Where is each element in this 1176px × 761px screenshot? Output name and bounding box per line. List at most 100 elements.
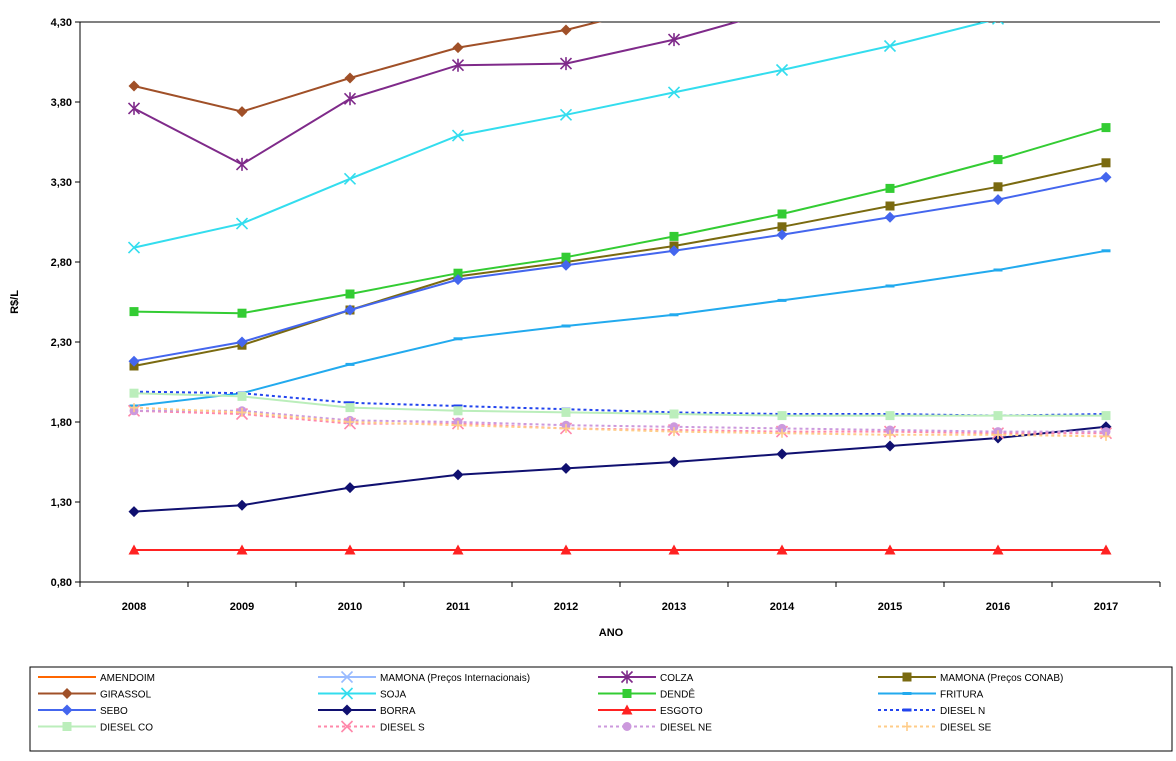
marker-diamond (992, 194, 1004, 206)
marker-diamond (344, 304, 356, 316)
legend-label: COLZA (660, 673, 694, 684)
marker-diamond (344, 482, 356, 494)
marker-square (237, 391, 247, 401)
marker-plus (885, 430, 895, 440)
legend-item: GIRASSOL (38, 688, 152, 701)
axes: 0,80 1,30 1,80 2,30 2,80 3,30 3,80 4,30 2008 2009… (51, 17, 1161, 613)
marker-plus (777, 428, 787, 438)
legend-label: DIESEL SE (940, 723, 992, 734)
marker-x (127, 241, 141, 254)
x-tick-label: 2013 (662, 601, 686, 613)
x-tick-label: 2014 (770, 601, 795, 613)
y-tick-label: 3,30 (51, 177, 72, 189)
marker-diamond (344, 72, 356, 84)
marker-x (340, 720, 354, 733)
marker-diamond (128, 80, 140, 92)
x-tick-label: 2009 (230, 601, 254, 613)
marker-plus (902, 722, 912, 731)
legend-item: DIESEL N (878, 706, 985, 717)
y-tick-label: 2,30 (51, 337, 72, 349)
marker-diamond (884, 440, 896, 452)
legend-label: MAMONA (Preços Internacionais) (380, 673, 530, 684)
marker-square (1101, 411, 1111, 421)
marker-diamond (128, 506, 140, 518)
series-girassol (128, 22, 602, 118)
marker-triangle (1100, 544, 1112, 555)
y-tick-label: 0,80 (51, 577, 72, 589)
marker-diamond (236, 106, 248, 118)
marker-star (667, 33, 681, 47)
marker-star (451, 58, 465, 72)
series-mamona-pre-os-conab- (129, 158, 1111, 371)
marker-circle (622, 722, 632, 731)
series-esgoto (128, 544, 1112, 555)
marker-square (237, 308, 247, 318)
legend-label: FRITURA (940, 690, 984, 701)
marker-square (1101, 123, 1111, 133)
series-colza (127, 22, 741, 171)
marker-x (559, 108, 573, 121)
marker-square (453, 406, 463, 416)
marker-diamond (560, 259, 572, 271)
marker-x (775, 63, 789, 77)
marker-x (340, 670, 354, 684)
marker-triangle (776, 544, 788, 555)
marker-x (667, 86, 681, 99)
y-tick-label: 2,80 (51, 257, 72, 269)
marker-x (343, 172, 357, 185)
marker-triangle (668, 544, 680, 555)
marker-square (902, 672, 912, 682)
series-line (133, 126, 1107, 315)
x-axis-title: ANO (599, 627, 624, 639)
series-line (133, 392, 1106, 417)
marker-diamond (776, 229, 788, 241)
marker-plus (237, 407, 247, 417)
legend-label: AMENDOIM (100, 673, 155, 684)
marker-x (235, 217, 249, 230)
marker-diamond (61, 688, 73, 699)
legend-item: DIESEL S (318, 720, 425, 734)
series-line (133, 22, 602, 113)
marker-star (343, 92, 357, 106)
marker-triangle (560, 544, 572, 555)
marker-triangle (236, 544, 248, 555)
marker-square (777, 411, 787, 421)
marker-diamond (452, 42, 464, 54)
marker-square (993, 182, 1003, 192)
marker-x (883, 39, 897, 53)
series-sebo (128, 171, 1112, 367)
marker-square (622, 689, 632, 698)
legend-item: ESGOTO (598, 704, 703, 717)
marker-square (345, 289, 355, 299)
series-diesel-n (129, 390, 1111, 418)
marker-circle (777, 423, 787, 433)
legend-item: SEBO (38, 704, 128, 717)
marker-plus (453, 420, 463, 430)
series-line (133, 249, 1107, 407)
x-tick-label: 2010 (338, 601, 362, 613)
marker-x (451, 129, 465, 142)
marker-square (777, 209, 787, 219)
x-tick-label: 2015 (878, 601, 902, 613)
marker-star (235, 157, 249, 171)
marker-square (669, 231, 679, 241)
marker-diamond (341, 704, 353, 716)
legend-item: DIESEL NE (598, 722, 712, 734)
marker-square (777, 222, 787, 232)
marker-diamond (452, 274, 464, 286)
marker-circle (1101, 427, 1111, 437)
marker-circle (669, 422, 679, 432)
series-line (134, 409, 1106, 433)
marker-square (885, 183, 895, 193)
marker-square (561, 407, 571, 417)
marker-square (453, 268, 463, 278)
marker-square (62, 722, 72, 731)
marker-triangle (128, 544, 140, 555)
marker-triangle (344, 544, 356, 555)
series-diesel-co (129, 388, 1111, 421)
marker-square (129, 388, 139, 398)
marker-diamond (884, 211, 896, 223)
marker-star (620, 670, 634, 684)
